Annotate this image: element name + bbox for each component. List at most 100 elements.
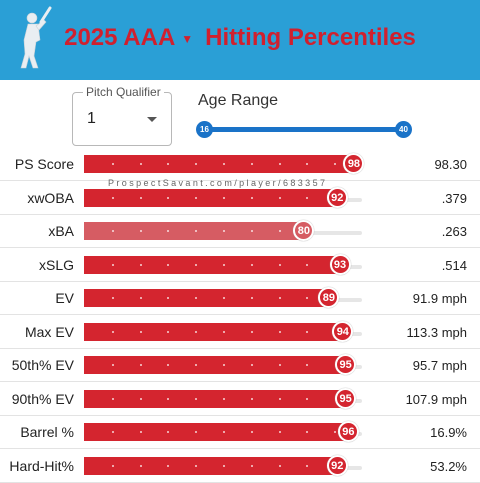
tick-dot xyxy=(223,163,225,165)
metric-label: Barrel % xyxy=(20,424,74,440)
age-range-label: Age Range xyxy=(198,92,279,109)
tick-dot xyxy=(223,230,225,232)
tick-dot xyxy=(167,196,170,199)
metric-row: Max EV 94 113.3 mph xyxy=(0,316,480,349)
metric-label: xSLG xyxy=(38,256,74,273)
tick-dot xyxy=(334,431,337,433)
tick-dot xyxy=(139,297,142,299)
metric-row: EV 89 91.9 mph xyxy=(0,282,480,315)
tick-dot xyxy=(111,230,114,232)
tick-dot xyxy=(139,196,142,199)
page-title: 2025 AAA ▼ Hitting Percentiles xyxy=(0,24,480,52)
tick-dot xyxy=(223,196,225,199)
percentile-badge: 80 xyxy=(293,220,315,241)
tick-dot xyxy=(223,397,225,400)
tick-dot xyxy=(306,196,309,199)
metric-row: Hard-Hit% 92 53.2% xyxy=(0,450,480,483)
pitch-qualifier-select[interactable]: Pitch Qualifier 1 xyxy=(72,85,172,146)
age-range-slider-track[interactable] xyxy=(204,127,404,132)
tick-dot xyxy=(195,397,198,400)
tick-dot xyxy=(139,230,142,232)
tick-dot xyxy=(223,364,225,366)
tick-dot xyxy=(195,230,198,232)
percentile-badge: 89 xyxy=(318,287,340,308)
tick-dot xyxy=(223,330,225,333)
metric-label: 90th% EV xyxy=(11,390,74,407)
tick-dot xyxy=(250,230,253,232)
tick-dot xyxy=(250,330,253,333)
age-range-min-handle[interactable]: 16 xyxy=(196,121,213,138)
chevron-down-icon xyxy=(147,117,157,122)
percentile-ticks xyxy=(84,297,362,299)
tick-dot xyxy=(306,364,309,366)
caret-down-icon[interactable]: ▼ xyxy=(181,31,194,46)
tick-dot xyxy=(167,297,170,299)
tick-dot xyxy=(139,330,142,333)
percentile-badge: 95 xyxy=(335,387,357,409)
percentile-badge: 93 xyxy=(329,253,351,275)
metric-value: 53.2% xyxy=(430,458,467,474)
header-banner: 2025 AAA ▼ Hitting Percentiles xyxy=(0,0,480,80)
metric-value: 98.30 xyxy=(434,157,467,172)
metric-row: xwOBA 92 .379 xyxy=(0,182,480,215)
tick-dot xyxy=(278,397,281,400)
metric-row: xSLG 93 .514 xyxy=(0,249,480,282)
age-range-max-handle[interactable]: 40 xyxy=(395,121,412,138)
tick-dot xyxy=(139,464,142,467)
tick-dot xyxy=(167,230,170,232)
percentile-bar xyxy=(84,356,349,374)
percentile-bar xyxy=(84,322,346,341)
percentile-ticks xyxy=(84,397,362,400)
tick-dot xyxy=(250,163,253,165)
tick-dot xyxy=(250,297,253,299)
metric-label: EV xyxy=(55,290,74,306)
metric-label: xwOBA xyxy=(27,189,74,206)
tick-dot xyxy=(278,431,281,433)
percentile-badge: 95 xyxy=(335,354,357,375)
percentile-bar xyxy=(84,389,349,408)
tick-dot xyxy=(278,163,281,165)
metric-row: xBA 80 .263 xyxy=(0,215,480,248)
tick-dot xyxy=(167,464,170,467)
metric-value: 16.9% xyxy=(430,425,467,440)
tick-dot xyxy=(139,431,142,433)
tick-dot xyxy=(111,196,114,199)
tick-dot xyxy=(250,397,253,400)
percentile-bar xyxy=(84,255,343,274)
metric-value: 113.3 mph xyxy=(406,324,467,340)
pitch-qualifier-value: 1 xyxy=(87,110,96,127)
tick-dot xyxy=(111,464,114,467)
metric-label: PS Score xyxy=(14,156,74,172)
tick-dot xyxy=(167,330,170,333)
pitch-qualifier-label: Pitch Qualifier xyxy=(83,85,164,99)
percentile-ticks xyxy=(84,196,362,199)
percentile-ticks xyxy=(84,431,362,433)
tick-dot xyxy=(306,397,309,400)
metric-value: .379 xyxy=(441,190,467,206)
tick-dot xyxy=(195,297,198,299)
tick-dot xyxy=(167,431,170,433)
tick-dot xyxy=(139,364,142,366)
metric-row: PS Score 98 98.30 ProspectSavant.com/player… xyxy=(0,148,480,188)
tick-dot xyxy=(195,464,198,467)
tick-dot xyxy=(223,263,225,266)
tick-dot xyxy=(306,163,309,165)
tick-dot xyxy=(306,297,309,299)
tick-dot xyxy=(195,163,198,165)
tick-dot xyxy=(195,263,198,266)
tick-dot xyxy=(167,397,170,400)
tick-dot xyxy=(111,297,114,299)
tick-dot xyxy=(111,431,114,433)
tick-dot xyxy=(250,431,253,433)
percentile-ticks xyxy=(84,263,362,266)
percentile-bar xyxy=(84,423,351,441)
percentile-ticks xyxy=(84,230,362,232)
tick-dot xyxy=(167,163,170,165)
page-subtitle: Hitting Percentiles xyxy=(205,24,416,51)
tick-dot xyxy=(306,330,309,333)
percentile-ticks xyxy=(84,464,362,467)
metric-label: Hard-Hit% xyxy=(9,457,74,474)
year-level-selector[interactable]: 2025 AAA xyxy=(64,24,176,51)
percentile-badge: 94 xyxy=(332,320,354,342)
percentile-bar xyxy=(84,289,332,307)
